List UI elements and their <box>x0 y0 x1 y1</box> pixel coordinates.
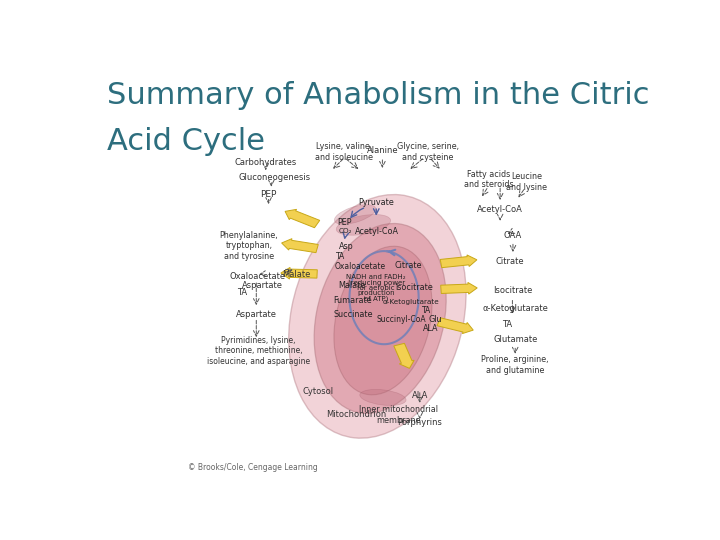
Text: Lysine, valine,
and isoleucine: Lysine, valine, and isoleucine <box>315 143 373 162</box>
Text: production: production <box>357 291 395 296</box>
FancyArrow shape <box>394 343 414 368</box>
Text: Oxaloacetate: Oxaloacetate <box>335 262 386 271</box>
FancyArrow shape <box>440 255 477 268</box>
Text: Oxaloacetate: Oxaloacetate <box>230 272 285 281</box>
Ellipse shape <box>334 246 432 395</box>
Text: PEP: PEP <box>261 190 276 199</box>
Text: Inner mitochondrial
membrane: Inner mitochondrial membrane <box>359 405 438 424</box>
Text: α-Ketoglutarate: α-Ketoglutarate <box>483 305 549 313</box>
Text: Aspartate: Aspartate <box>241 281 282 289</box>
Text: Malate: Malate <box>338 281 366 289</box>
Text: OAA: OAA <box>504 231 522 240</box>
Text: Summary of Anabolism in the Citric: Summary of Anabolism in the Citric <box>107 82 649 111</box>
Text: of ATP): of ATP) <box>364 295 389 302</box>
Text: for aerobic: for aerobic <box>357 285 395 291</box>
Text: Phenylalanine,
tryptophan,
and tyrosine: Phenylalanine, tryptophan, and tyrosine <box>220 231 279 261</box>
Ellipse shape <box>314 224 446 414</box>
Text: Acid Cycle: Acid Cycle <box>107 127 265 156</box>
Text: Porphyrins: Porphyrins <box>397 418 442 427</box>
Text: ALA: ALA <box>412 391 428 400</box>
Text: PEP: PEP <box>337 218 351 227</box>
Text: TA: TA <box>336 252 345 261</box>
Text: Proline, arginine,
and glutamine: Proline, arginine, and glutamine <box>482 355 549 375</box>
Text: Asp: Asp <box>339 242 354 252</box>
Text: Citrate: Citrate <box>395 261 422 269</box>
Text: Citrate: Citrate <box>495 257 524 266</box>
Text: Pyrimidines, lysine,
threonine, methionine,
isoleucine, and asparagine: Pyrimidines, lysine, threonine, methioni… <box>207 336 310 366</box>
Text: NADH and FADH₂: NADH and FADH₂ <box>346 274 406 280</box>
Ellipse shape <box>360 389 406 406</box>
Text: Acetyl-CoA: Acetyl-CoA <box>356 227 400 237</box>
Text: Gluconeogenesis: Gluconeogenesis <box>238 173 310 181</box>
Text: TA: TA <box>237 288 247 297</box>
Text: (reducing power: (reducing power <box>348 279 405 286</box>
FancyArrow shape <box>441 282 477 294</box>
Text: Succinyl-CoA: Succinyl-CoA <box>377 315 426 324</box>
FancyArrow shape <box>281 267 318 279</box>
Text: Glu: Glu <box>428 315 441 324</box>
Ellipse shape <box>289 194 466 438</box>
Text: Glutamate: Glutamate <box>493 335 537 344</box>
Text: Isocitrate: Isocitrate <box>395 283 433 292</box>
Text: Leucine
and lysine: Leucine and lysine <box>506 172 547 192</box>
Ellipse shape <box>336 214 390 235</box>
Text: Aspartate: Aspartate <box>235 310 276 319</box>
Text: Isocitrate: Isocitrate <box>492 286 532 295</box>
FancyArrow shape <box>282 239 318 253</box>
Text: Succinate: Succinate <box>333 310 373 319</box>
Text: ALA: ALA <box>423 324 438 333</box>
FancyArrow shape <box>285 210 320 228</box>
Text: Glycine, serine,
and cysteine: Glycine, serine, and cysteine <box>397 143 459 162</box>
Text: CO₂: CO₂ <box>339 228 352 234</box>
Text: TA: TA <box>503 320 513 329</box>
Text: Cytosol: Cytosol <box>302 387 333 396</box>
Text: Malate: Malate <box>282 271 310 279</box>
Text: TA: TA <box>422 306 431 315</box>
Text: © Brooks/Cole, Cengage Learning: © Brooks/Cole, Cengage Learning <box>188 463 318 472</box>
Text: Acetyl-CoA: Acetyl-CoA <box>477 205 523 214</box>
FancyArrow shape <box>437 318 473 334</box>
Text: α-Ketoglutarate: α-Ketoglutarate <box>382 299 439 305</box>
Text: Mitochondrion: Mitochondrion <box>327 410 387 420</box>
Ellipse shape <box>334 205 376 224</box>
Text: Pyruvate: Pyruvate <box>359 198 394 206</box>
Text: Fumarate: Fumarate <box>333 295 372 305</box>
Text: Carbohydrates: Carbohydrates <box>235 158 297 167</box>
Text: Fatty acids
and steroids: Fatty acids and steroids <box>464 170 513 189</box>
Text: Alanine: Alanine <box>366 146 398 156</box>
